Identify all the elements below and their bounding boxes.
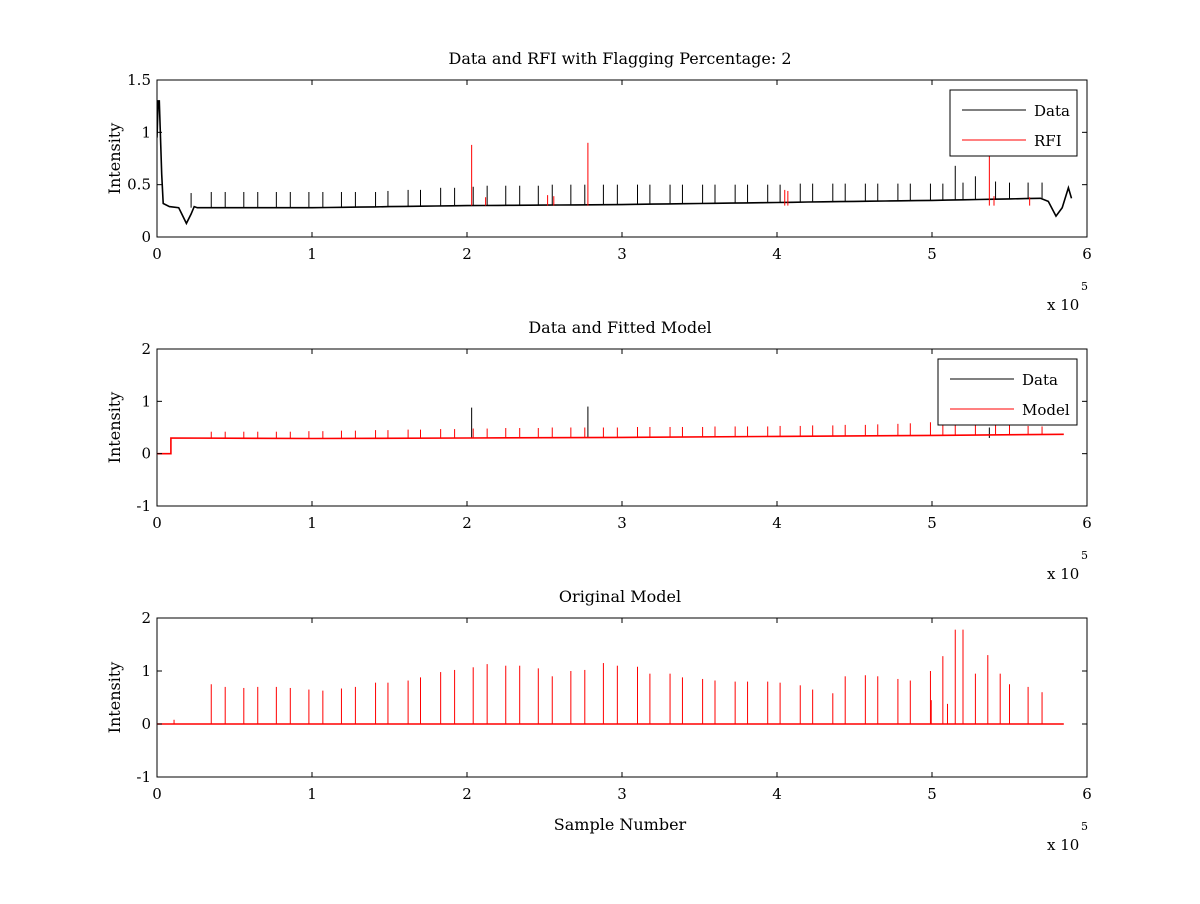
x-tick-label: 4 bbox=[772, 514, 782, 532]
y-tick-label: 0.5 bbox=[127, 176, 151, 194]
x-scale-label: x 10 bbox=[1047, 836, 1079, 854]
x-tick-label: 3 bbox=[617, 785, 627, 803]
y-tick-label: 1 bbox=[141, 662, 151, 680]
axes-box bbox=[156, 79, 1088, 238]
x-tick-label: 3 bbox=[617, 514, 627, 532]
legend-box bbox=[949, 89, 1078, 157]
subplot-title: Original Model bbox=[559, 587, 681, 606]
y-axis-label: Intensity bbox=[105, 662, 124, 734]
x-tick-label: 0 bbox=[152, 514, 162, 532]
legend-label: Data bbox=[1022, 371, 1058, 389]
x-scale-label: x 10 bbox=[1047, 565, 1079, 583]
legend-label: Model bbox=[1022, 401, 1070, 419]
x-tick-label: 2 bbox=[462, 514, 472, 532]
x-tick-label: 3 bbox=[617, 245, 627, 263]
y-tick-label: 2 bbox=[141, 340, 151, 358]
legend-label: RFI bbox=[1034, 132, 1062, 150]
series-layer bbox=[157, 100, 1073, 226]
legend: Data Model bbox=[937, 358, 1078, 426]
y-tick-label: 0 bbox=[141, 715, 151, 733]
x-axis-label: Sample Number bbox=[554, 815, 687, 834]
y-tick-label: -1 bbox=[136, 497, 151, 515]
x-tick-label: 6 bbox=[1082, 785, 1092, 803]
x-tick-label: 1 bbox=[307, 245, 317, 263]
x-tick-label: 5 bbox=[927, 514, 937, 532]
y-axis-label: Intensity bbox=[105, 392, 124, 464]
x-tick-label: 5 bbox=[927, 245, 937, 263]
x-scale-exponent: 5 bbox=[1081, 820, 1088, 833]
series-1-baseline bbox=[157, 100, 1073, 226]
subplot-title: Data and Fitted Model bbox=[528, 318, 711, 337]
legend-label: Data bbox=[1034, 102, 1070, 120]
x-tick-label: 0 bbox=[152, 245, 162, 263]
y-tick-label: 0 bbox=[141, 228, 151, 246]
legend: Data RFI bbox=[949, 89, 1078, 157]
y-tick-label: 1.5 bbox=[127, 71, 151, 89]
x-tick-label: 1 bbox=[307, 514, 317, 532]
legend-box bbox=[937, 358, 1078, 426]
y-tick-label: 0 bbox=[141, 445, 151, 463]
y-tick-label: -1 bbox=[136, 768, 151, 786]
y-tick-label: 1 bbox=[141, 392, 151, 410]
y-tick-label: 2 bbox=[141, 609, 151, 627]
y-axis-label: Intensity bbox=[105, 123, 124, 195]
x-tick-label: 2 bbox=[462, 245, 472, 263]
axes-box bbox=[156, 348, 1088, 507]
series-2-baseline bbox=[157, 433, 1064, 455]
y-tick-label: 1 bbox=[141, 123, 151, 141]
x-tick-label: 4 bbox=[772, 785, 782, 803]
x-tick-label: 6 bbox=[1082, 514, 1092, 532]
x-tick-label: 4 bbox=[772, 245, 782, 263]
x-tick-label: 5 bbox=[927, 785, 937, 803]
x-tick-label: 2 bbox=[462, 785, 472, 803]
subplot-title: Data and RFI with Flagging Percentage: 2 bbox=[448, 49, 791, 68]
series-layer bbox=[157, 629, 1064, 725]
x-scale-exponent: 5 bbox=[1081, 549, 1088, 562]
axes-box bbox=[156, 617, 1088, 778]
x-tick-label: 0 bbox=[152, 785, 162, 803]
x-tick-label: 1 bbox=[307, 785, 317, 803]
series-layer bbox=[157, 406, 1064, 455]
x-scale-exponent: 5 bbox=[1081, 280, 1088, 293]
x-tick-label: 6 bbox=[1082, 245, 1092, 263]
x-scale-label: x 10 bbox=[1047, 296, 1079, 314]
